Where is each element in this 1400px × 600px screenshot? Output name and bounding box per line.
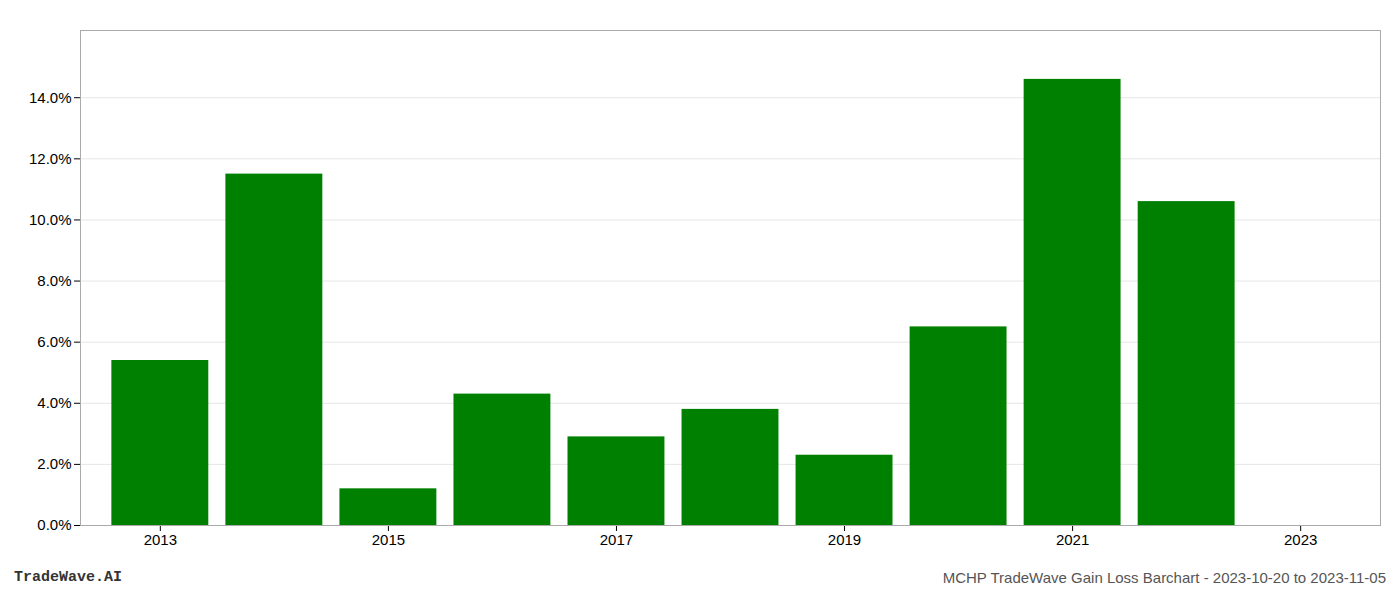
- svg-text:2019: 2019: [828, 531, 861, 548]
- svg-text:6.0%: 6.0%: [37, 333, 71, 350]
- svg-text:2021: 2021: [1056, 531, 1089, 548]
- svg-text:8.0%: 8.0%: [37, 272, 71, 289]
- html-text:MCHP TradeWave Gain Loss Barch: MCHP TradeWave Gain Loss Barchart - 2023…: [942, 569, 1386, 586]
- svg-text:2017: 2017: [600, 531, 633, 548]
- html-text:TradeWave.AI: TradeWave.AI: [14, 569, 122, 586]
- svg-text:10.0%: 10.0%: [29, 211, 72, 228]
- svg-text:2015: 2015: [372, 531, 405, 548]
- svg-text:2023: 2023: [1284, 531, 1317, 548]
- svg-text:12.0%: 12.0%: [29, 150, 72, 167]
- svg-text:0.0%: 0.0%: [37, 516, 71, 533]
- svg-text:2.0%: 2.0%: [37, 455, 71, 472]
- svg-text:2013: 2013: [144, 531, 177, 548]
- svg-text:4.0%: 4.0%: [37, 394, 71, 411]
- svg-text:14.0%: 14.0%: [29, 89, 72, 106]
